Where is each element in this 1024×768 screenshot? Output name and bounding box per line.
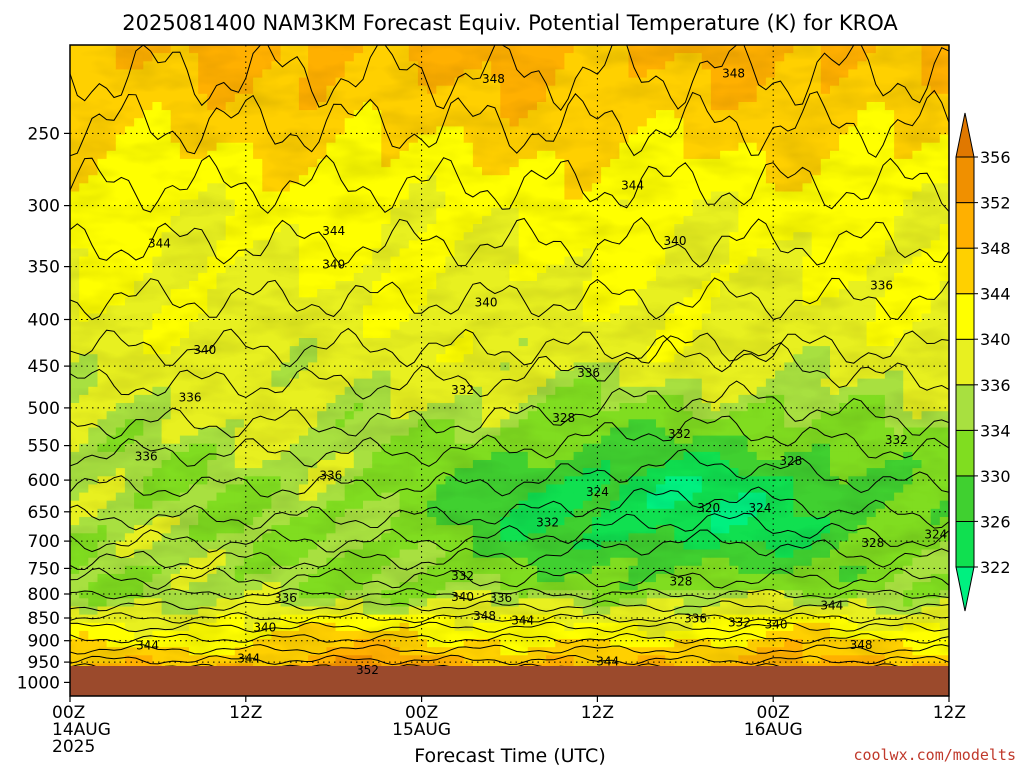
chart-title: 2025081400 NAM3KM Forecast Equiv. Potent… [122, 11, 898, 35]
plot-area: 348 3483443443443403403403403363363363323… [70, 45, 949, 696]
